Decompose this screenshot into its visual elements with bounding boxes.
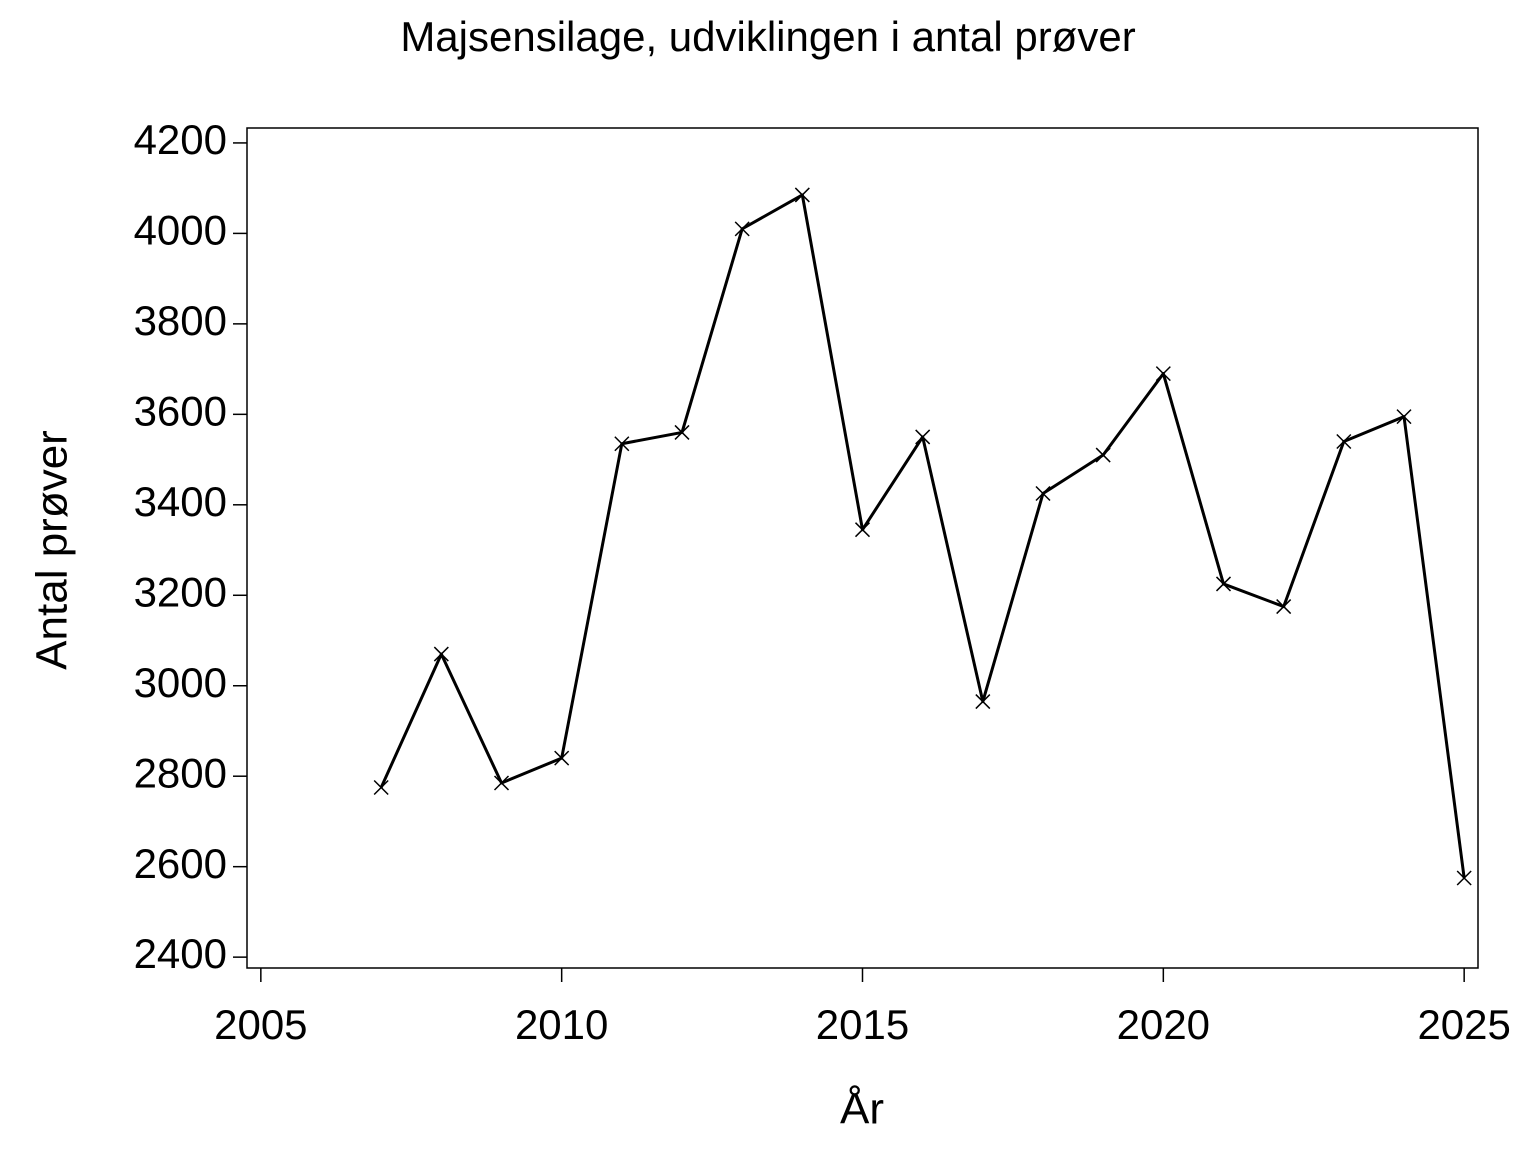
marker — [554, 750, 570, 766]
marker — [493, 775, 510, 791]
y-tick-label: 2800 — [134, 749, 227, 796]
x-tick-label: 2015 — [816, 1001, 909, 1048]
marker — [1035, 485, 1051, 502]
marker — [794, 187, 810, 203]
marker — [1396, 409, 1412, 425]
marker — [1336, 433, 1352, 450]
marker — [674, 424, 690, 440]
marker — [975, 694, 991, 710]
y-tick-label: 2600 — [134, 840, 227, 887]
y-tick-label: 3600 — [134, 387, 227, 434]
marker — [614, 436, 630, 452]
x-tick-label: 2005 — [214, 1001, 307, 1048]
y-tick-label: 3800 — [134, 297, 227, 344]
x-tick-label: 2025 — [1417, 1001, 1510, 1048]
y-axis-label: Antal prøver — [28, 430, 77, 670]
marker — [1095, 447, 1111, 463]
y-tick-label: 4000 — [134, 206, 227, 253]
y-tick-label: 2400 — [134, 930, 227, 977]
marker — [433, 646, 449, 662]
chart-title: Majsensilage, udviklingen i antal prøver — [400, 13, 1135, 60]
marker — [734, 221, 750, 237]
y-tick-label: 3000 — [134, 659, 227, 706]
marker — [915, 429, 931, 445]
marker — [1456, 870, 1472, 886]
y-tick-label: 4200 — [134, 116, 227, 163]
marker — [1215, 576, 1232, 592]
x-tick-label: 2010 — [515, 1001, 608, 1048]
marker — [1155, 366, 1171, 382]
x-axis-label: År — [840, 1085, 884, 1134]
marker — [1276, 599, 1292, 615]
marker — [373, 779, 389, 796]
marker — [854, 522, 871, 538]
y-tick-label: 3200 — [134, 568, 227, 615]
y-tick-label: 3400 — [134, 478, 227, 525]
x-tick-label: 2020 — [1117, 1001, 1210, 1048]
